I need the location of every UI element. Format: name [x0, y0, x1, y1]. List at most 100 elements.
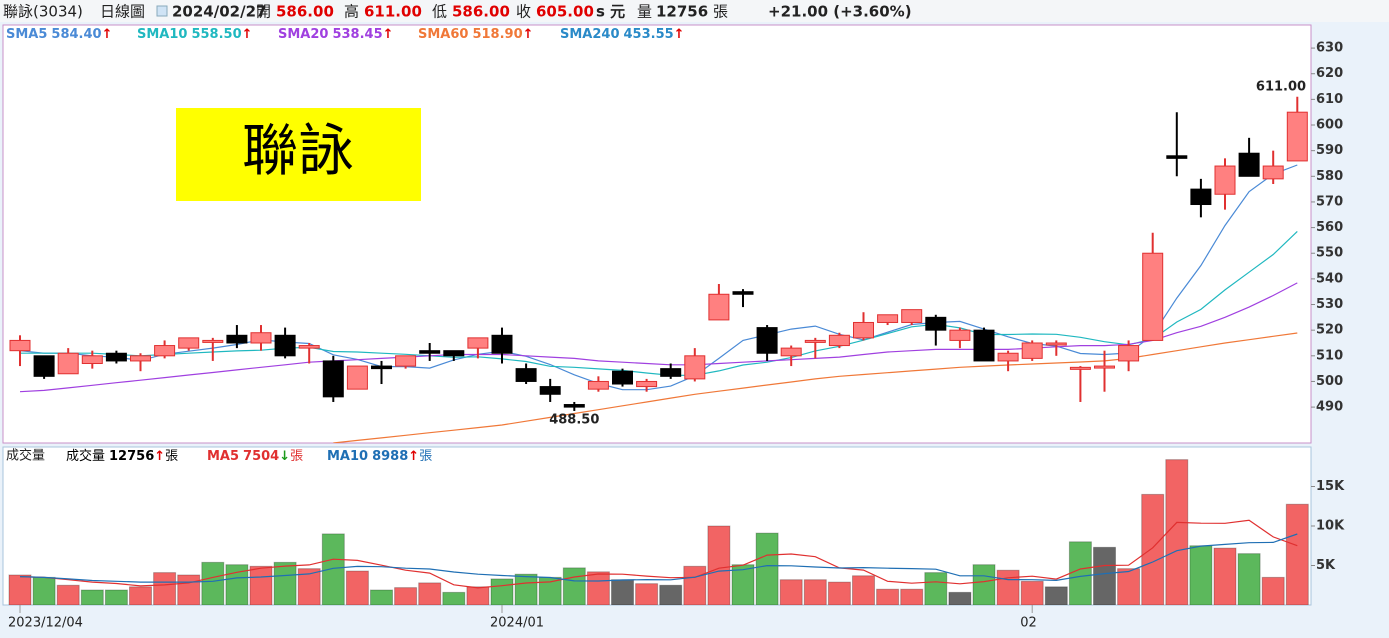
volume-title: 成交量 — [6, 448, 45, 464]
candle-body — [81, 355, 103, 365]
candle-body — [371, 365, 392, 370]
volume-bar — [731, 564, 755, 605]
legend-entry: SMA60 518.90↑ — [418, 27, 534, 42]
date: 2024/02/27 — [172, 3, 266, 21]
volume-bar — [1044, 586, 1068, 605]
legend-part: 538.45 — [332, 27, 382, 42]
price-plot — [9, 96, 1308, 443]
candle-body — [443, 350, 465, 357]
volume-bar — [177, 574, 201, 605]
y-tick-label: 500 — [1316, 374, 1343, 389]
legend-part: 張 — [419, 449, 432, 464]
candle-body — [708, 293, 730, 321]
y-tick-label: 10K — [1316, 519, 1345, 534]
volume-bar — [972, 564, 996, 605]
legend-part: 518.90 — [472, 27, 522, 42]
candle-body — [901, 309, 923, 323]
legend-entry: SMA20 538.45↑ — [278, 27, 394, 42]
candle-body — [395, 355, 417, 367]
legend-part: 張 — [165, 449, 178, 464]
volume-bar — [104, 589, 128, 605]
volume-bar — [56, 584, 80, 605]
legend-part: SMA20 — [278, 27, 328, 42]
candle-body — [515, 368, 537, 382]
candle-body — [539, 386, 561, 395]
field-value: 586.00 — [452, 3, 510, 21]
legend-part: ↑ — [523, 27, 534, 42]
volume-bar — [1068, 541, 1092, 605]
volume-bar — [707, 525, 731, 605]
y-tick-label: 520 — [1316, 323, 1343, 338]
volume-bar — [249, 565, 273, 605]
volume-bar — [201, 561, 225, 605]
y-tick-label: 620 — [1316, 66, 1343, 81]
y-tick-label: 630 — [1316, 41, 1343, 56]
volume-bar — [900, 588, 924, 605]
candle-body — [9, 339, 31, 352]
candle-body — [660, 368, 682, 377]
volume-bar — [635, 583, 659, 605]
legend-entry: MA5 7504↓張 — [207, 449, 303, 464]
legend-entry: SMA5 584.40↑ — [6, 27, 112, 42]
candle-body — [1166, 155, 1188, 159]
legend-part: ↑ — [408, 449, 419, 464]
y-tick-label: 590 — [1316, 143, 1343, 158]
legend-part: 張 — [290, 449, 303, 464]
candle-body — [1286, 111, 1308, 162]
candle-body — [154, 345, 176, 357]
volume-bar — [129, 586, 152, 605]
candle-body — [130, 355, 151, 362]
volume-bar — [32, 576, 56, 605]
field-value: 611.00 — [364, 3, 422, 21]
volume-bar — [779, 579, 803, 605]
legend-part: 558.50 — [191, 27, 241, 42]
candle-body — [491, 334, 513, 354]
field-label: 開 — [256, 3, 271, 21]
candle-body — [226, 334, 248, 344]
legend-part: 7504 — [243, 449, 279, 464]
volume-bar — [8, 574, 32, 605]
legend-part: ↑ — [674, 27, 685, 42]
candle-body — [1118, 345, 1140, 362]
chart-title: 聯詠 — [242, 121, 354, 183]
x-tick-label: 2023/12/04 — [8, 616, 83, 631]
y-tick-label: 490 — [1316, 400, 1343, 415]
volume-bar — [1165, 459, 1189, 605]
y-tick-label: 570 — [1316, 194, 1343, 209]
volume-bar — [852, 575, 875, 605]
candle-body — [1190, 188, 1212, 206]
legend-entry: MA10 8988↑張 — [327, 449, 432, 464]
header-bar — [0, 0, 1389, 22]
candle-body — [612, 370, 633, 385]
legend-part: 8988 — [372, 449, 408, 464]
legend-part: ↓ — [279, 449, 290, 464]
checkbox-icon[interactable] — [156, 5, 168, 17]
volume-bar — [803, 579, 827, 605]
volume-bar — [273, 561, 297, 605]
legend-entry: SMA10 558.50↑ — [137, 27, 253, 42]
candle-body — [274, 334, 296, 357]
candle-body — [756, 327, 778, 354]
volume-value: 12756 — [656, 3, 708, 21]
candle-body — [732, 291, 754, 295]
candle-body — [853, 321, 874, 339]
y-tick-label: 550 — [1316, 246, 1343, 261]
candle-body — [250, 332, 272, 344]
ma-line — [19, 282, 1298, 393]
candle-body — [298, 345, 320, 349]
volume-bar — [1093, 546, 1116, 605]
ma-line — [19, 164, 1298, 391]
candle-body — [178, 337, 200, 349]
candle-body — [1214, 165, 1236, 195]
y-tick-label: 560 — [1316, 220, 1343, 235]
candle-body — [57, 352, 79, 375]
volume-bar — [1141, 493, 1165, 605]
volume-bar — [755, 532, 779, 605]
candle-body — [804, 339, 826, 343]
volume-bar — [924, 572, 948, 605]
ma-line — [20, 230, 1298, 376]
x-tick-label: 2024/01 — [490, 616, 544, 631]
candle-body — [322, 360, 344, 398]
volume-bar — [370, 589, 393, 605]
volume-bar — [321, 533, 345, 605]
